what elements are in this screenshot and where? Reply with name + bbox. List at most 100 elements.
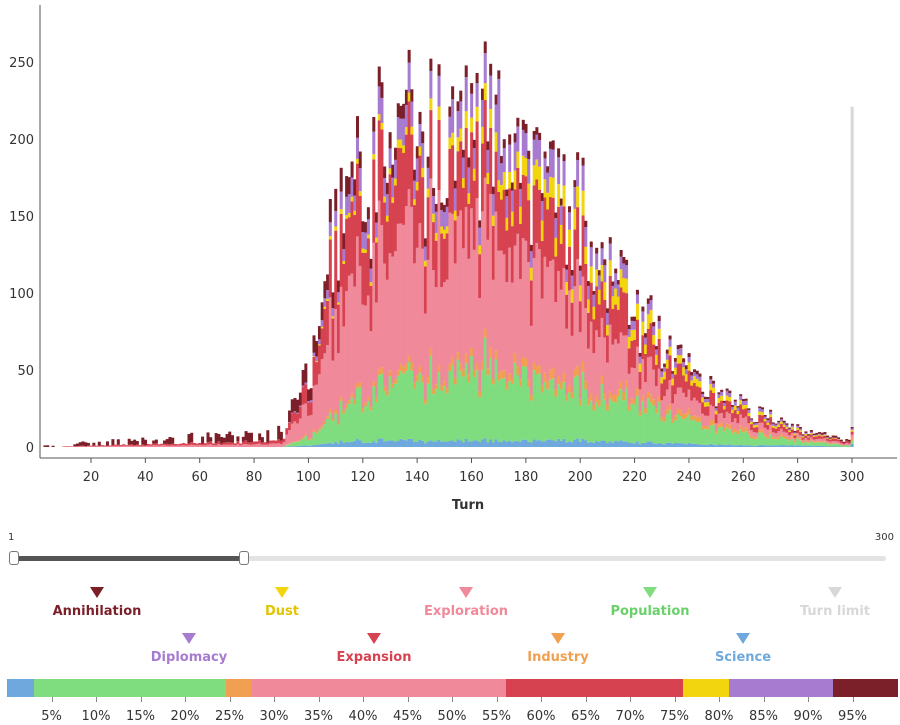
bar-segment-dust bbox=[663, 371, 667, 380]
bar-segment-exploration bbox=[163, 445, 167, 447]
bar-segment-science bbox=[619, 440, 623, 447]
bar-segment-science bbox=[361, 442, 365, 447]
turn-range-slider[interactable]: 1 300 bbox=[0, 528, 900, 568]
bar-segment-diplomacy bbox=[763, 416, 767, 419]
bar-segment-annihilation bbox=[603, 259, 607, 266]
turn-bar-stack bbox=[633, 316, 637, 447]
bar-segment-industry bbox=[652, 399, 656, 406]
bar-segment-science bbox=[546, 439, 550, 447]
turn-bar-stack bbox=[152, 440, 156, 447]
bar-segment-expansion bbox=[489, 127, 493, 194]
bar-segment-expansion bbox=[152, 443, 156, 446]
bar-segment-industry bbox=[472, 370, 476, 377]
bar-segment-science bbox=[540, 441, 544, 447]
bar-segment-exploration bbox=[595, 330, 599, 396]
bar-segment-diplomacy bbox=[388, 148, 392, 169]
bar-segment-science bbox=[641, 442, 645, 447]
share-segment-expansion[interactable] bbox=[506, 679, 684, 697]
share-segment-exploration[interactable] bbox=[250, 679, 507, 697]
bar-segment-expansion bbox=[709, 390, 713, 405]
legend-item-expansion[interactable]: Expansion bbox=[284, 633, 464, 665]
slider-track[interactable] bbox=[14, 556, 886, 561]
turn-bar-stack bbox=[587, 281, 591, 447]
bar-segment-exploration bbox=[86, 446, 90, 447]
bar-segment-diplomacy bbox=[413, 180, 417, 200]
bar-segment-industry bbox=[584, 381, 588, 390]
bar-segment-science bbox=[459, 440, 463, 447]
bar-segment-diplomacy bbox=[336, 292, 340, 303]
legend-item-industry[interactable]: Industry bbox=[468, 633, 648, 665]
bar-segment-expansion bbox=[182, 443, 186, 446]
bar-segment-industry bbox=[597, 400, 601, 407]
bar-segment-annihilation bbox=[842, 441, 846, 443]
bar-segment-expansion bbox=[342, 263, 346, 327]
bar-segment-science bbox=[804, 445, 808, 447]
triangle-down-icon bbox=[90, 587, 104, 598]
bar-segment-annihilation bbox=[51, 445, 55, 447]
share-segment-diplomacy[interactable] bbox=[728, 679, 833, 697]
turn-bar-stack bbox=[657, 315, 661, 447]
bar-segment-science bbox=[576, 438, 580, 447]
bar-segment-exploration bbox=[160, 445, 164, 447]
bar-segment-dust bbox=[796, 427, 800, 430]
bar-segment-diplomacy bbox=[684, 369, 688, 375]
bar-segment-dust bbox=[793, 433, 797, 436]
bar-segment-population bbox=[763, 436, 767, 446]
turn-bar-stack bbox=[432, 187, 436, 447]
bar-segment-exploration bbox=[442, 282, 446, 381]
turn-bar-stack bbox=[429, 58, 433, 447]
bar-segment-industry bbox=[801, 441, 805, 443]
bar-segment-exploration bbox=[285, 434, 289, 445]
triangle-down-icon bbox=[736, 633, 750, 644]
turn-bar-stack bbox=[228, 431, 232, 447]
legend-item-science[interactable]: Science bbox=[653, 633, 833, 665]
bar-segment-dust bbox=[410, 126, 414, 135]
turn-bar-stack bbox=[766, 418, 770, 447]
bar-segment-exploration bbox=[114, 445, 118, 447]
turn-bar-stack bbox=[508, 134, 512, 447]
share-segment-science[interactable] bbox=[8, 679, 34, 697]
y-tick-label: 50 bbox=[17, 364, 34, 379]
bar-segment-expansion bbox=[429, 110, 433, 179]
share-segment-population[interactable] bbox=[33, 679, 227, 697]
share-segment-dust[interactable] bbox=[683, 679, 729, 697]
slider-end-handle[interactable] bbox=[239, 551, 250, 565]
bar-segment-dust bbox=[649, 309, 653, 324]
bar-segment-science bbox=[290, 446, 294, 447]
legend-item-exploration[interactable]: Exploration bbox=[376, 587, 556, 619]
bar-segment-annihilation bbox=[86, 442, 90, 446]
bar-segment-industry bbox=[497, 373, 501, 381]
bar-segment-annihilation bbox=[163, 440, 167, 444]
bar-segment-exploration bbox=[703, 415, 707, 426]
turn-bar-stack bbox=[771, 422, 775, 447]
legend-item-dust[interactable]: Dust bbox=[192, 587, 372, 619]
turn-bar-stack bbox=[758, 406, 762, 447]
bar-segment-exploration bbox=[413, 263, 417, 383]
bar-segment-population bbox=[562, 382, 566, 439]
bar-segment-annihilation bbox=[676, 345, 680, 350]
bar-segment-population bbox=[818, 442, 822, 446]
bar-segment-annihilation bbox=[290, 399, 294, 413]
bar-segment-population bbox=[391, 387, 395, 441]
bar-segment-population bbox=[369, 410, 373, 443]
bar-segment-industry bbox=[317, 428, 321, 431]
bar-segment-dust bbox=[850, 430, 854, 432]
share-segment-industry[interactable] bbox=[226, 679, 251, 697]
percent-tick-mark bbox=[363, 697, 364, 702]
legend-item-annihilation[interactable]: Annihilation bbox=[7, 587, 187, 619]
bar-segment-industry bbox=[777, 436, 781, 440]
bar-segment-population bbox=[554, 396, 558, 442]
share-segment-annihilation[interactable] bbox=[832, 679, 898, 697]
bar-segment-science bbox=[652, 443, 656, 447]
legend-item-turn-limit[interactable]: Turn limit bbox=[745, 587, 900, 619]
legend-item-diplomacy[interactable]: Diplomacy bbox=[99, 633, 279, 665]
bar-segment-annihilation bbox=[627, 324, 631, 329]
bar-segment-annihilation bbox=[388, 132, 392, 149]
slider-start-handle[interactable] bbox=[9, 551, 19, 565]
legend-item-population[interactable]: Population bbox=[560, 587, 740, 619]
bar-segment-exploration bbox=[187, 445, 191, 447]
bar-segment-annihilation bbox=[410, 89, 414, 102]
bar-segment-industry bbox=[413, 382, 417, 389]
bar-segment-science bbox=[779, 445, 783, 447]
bar-segment-expansion bbox=[739, 404, 743, 415]
